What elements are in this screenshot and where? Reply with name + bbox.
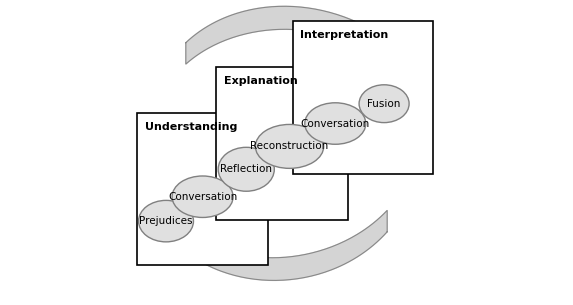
Ellipse shape — [305, 103, 366, 144]
Text: Reflection: Reflection — [220, 164, 272, 174]
Ellipse shape — [139, 200, 194, 242]
Bar — [217, 67, 347, 220]
Polygon shape — [147, 210, 387, 280]
Ellipse shape — [256, 124, 324, 168]
Text: Conversation: Conversation — [168, 192, 237, 202]
Text: Prejudices: Prejudices — [139, 216, 193, 226]
Ellipse shape — [172, 176, 233, 217]
Text: Fusion: Fusion — [367, 99, 401, 109]
Ellipse shape — [359, 85, 409, 123]
Text: Reconstruction: Reconstruction — [250, 142, 329, 151]
Text: Understanding: Understanding — [144, 122, 237, 132]
Bar — [293, 21, 433, 174]
Ellipse shape — [218, 147, 274, 191]
Text: Interpretation: Interpretation — [300, 30, 388, 41]
Text: Conversation: Conversation — [301, 119, 370, 128]
Bar — [137, 113, 268, 265]
Text: Explanation: Explanation — [224, 76, 298, 86]
Polygon shape — [186, 6, 425, 91]
